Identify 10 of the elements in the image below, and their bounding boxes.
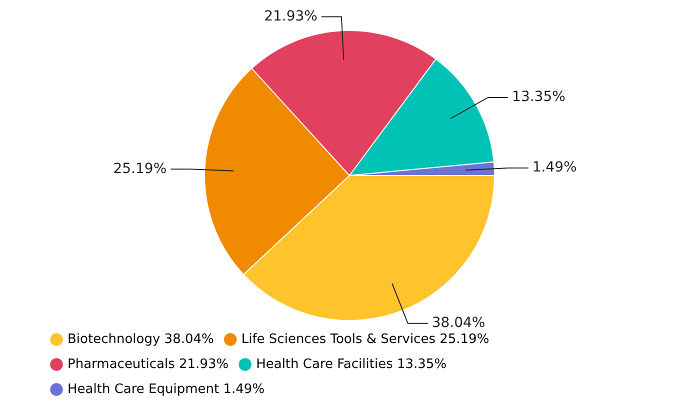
legend-label: Health Care Facilities 13.35%	[256, 356, 447, 372]
legend-label: Biotechnology 38.04%	[68, 332, 214, 347]
data-label: 1.49%	[532, 160, 577, 176]
data-label: 38.04%	[432, 315, 486, 332]
data-label: 25.19%	[113, 160, 167, 177]
legend-label: Life Sciences Tools & Services 25.19%	[241, 332, 490, 347]
data-label: 13.35%	[512, 89, 566, 106]
legend-label: Pharmaceuticals 21.93%	[68, 356, 229, 372]
legend-label: Health Care Equipment 1.49%	[68, 382, 265, 397]
data-label: 21.93%	[264, 8, 318, 24]
